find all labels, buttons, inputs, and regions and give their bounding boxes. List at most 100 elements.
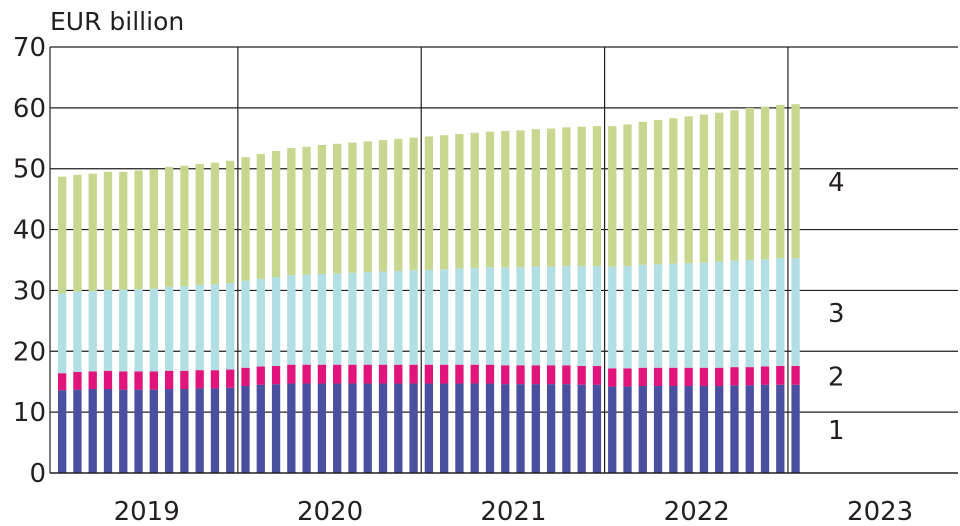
bar-segment-series-4 [302,146,311,275]
bar-segment-series-2 [134,371,143,390]
bar-segment-series-4 [776,104,785,259]
bar-segment-series-4 [210,162,220,285]
bar-segment-series-1 [378,383,388,473]
bar-segment-series-3 [684,263,693,368]
bar-segment-series-1 [440,383,449,473]
y-axis-title: EUR billion [50,7,184,36]
bar-segment-series-2 [302,364,311,384]
bar-segment-series-1 [699,385,709,473]
bar-segment-series-2 [333,364,342,384]
bar-segment-series-4 [103,171,113,290]
bar-segment-series-4 [684,116,693,264]
series-label-1: 1 [828,416,845,446]
bar-segment-series-3 [180,286,189,371]
bar-segment-series-1 [210,388,220,473]
bar-segment-series-3 [546,266,556,366]
y-axis-ticks: 0 10 20 30 40 50 60 70 [13,33,46,489]
bar-segment-series-3 [119,289,128,372]
bar-segment-series-1 [333,383,342,473]
x-tick-label-year: 2021 [480,497,546,526]
bar-segment-series-1 [256,384,265,473]
y-tick-label: 20 [13,337,46,367]
bar-segment-series-4 [501,130,510,268]
bar-segment-series-1 [134,389,143,473]
series-labels: 1 2 3 4 [828,168,845,446]
bar-segment-series-2 [592,365,602,385]
x-tick-label-year: 2020 [297,497,363,526]
bar-segment-series-4 [363,141,372,273]
bars [58,104,800,473]
bar-segment-series-3 [394,270,403,365]
bar-segment-series-4 [195,163,204,285]
x-tick-label-year: 2023 [847,497,913,526]
bar-segment-series-2 [210,370,220,389]
series-label-3: 3 [828,299,845,329]
y-tick-label: 40 [13,216,46,246]
bar-segment-series-1 [241,385,250,473]
bar-segment-series-2 [88,371,97,390]
bar-segment-series-4 [623,124,632,267]
bar-segment-series-2 [531,365,540,385]
y-tick-label: 50 [13,155,46,185]
bar-segment-series-4 [180,165,189,287]
bar-segment-series-2 [623,368,632,387]
bar-segment-series-4 [287,148,296,276]
bar-segment-series-2 [546,365,556,385]
bar-segment-series-3 [760,259,770,367]
bar-segment-series-2 [776,365,785,385]
bar-segment-series-2 [653,367,663,386]
bar-segment-series-3 [210,284,220,371]
bar-segment-series-1 [501,384,510,473]
bar-segment-series-1 [485,383,495,473]
bar-segment-series-2 [638,367,647,386]
bar-segment-series-2 [164,370,174,390]
bar-segment-series-3 [302,274,311,365]
bar-segment-series-4 [638,121,647,265]
bar-segment-series-2 [791,365,800,385]
bar-segment-series-1 [745,385,754,473]
bar-segment-series-2 [119,371,128,390]
bar-segment-series-3 [287,275,296,365]
bar-segment-series-2 [516,365,525,385]
bar-segment-series-3 [485,267,495,365]
bar-segment-series-2 [180,370,189,390]
bar-segment-series-1 [715,385,724,473]
bar-segment-series-3 [653,264,663,368]
bar-segment-series-2 [149,371,158,390]
bar-segment-series-1 [516,384,525,473]
bar-segment-series-4 [455,134,464,269]
bar-segment-series-4 [653,120,663,265]
bar-segment-series-1 [470,383,479,473]
bar-segment-series-2 [562,365,571,385]
bar-segment-series-4 [516,130,525,268]
bar-segment-series-2 [745,367,754,386]
bar-segment-series-3 [424,269,434,365]
bar-segment-series-4 [745,107,754,260]
bar-segment-series-1 [103,389,113,473]
bar-segment-series-1 [592,384,602,473]
bar-segment-series-4 [149,169,158,289]
bar-segment-series-3 [134,289,143,372]
bar-segment-series-4 [424,136,434,270]
bar-segment-series-3 [348,272,357,365]
bar-segment-series-1 [791,384,800,473]
bar-segment-series-2 [195,370,204,389]
bar-segment-series-1 [546,384,556,473]
bar-segment-series-2 [348,364,357,384]
bar-segment-series-2 [577,365,586,385]
series-label-4: 4 [828,168,845,198]
bar-segment-series-1 [271,384,281,473]
bar-segment-series-3 [164,286,174,371]
bar-segment-series-4 [409,137,418,271]
bar-segment-series-4 [58,176,67,294]
bar-segment-series-4 [760,106,770,260]
bar-segment-series-1 [669,385,678,473]
bar-segment-series-2 [485,364,495,384]
bar-segment-series-1 [317,383,327,473]
bar-segment-series-2 [256,366,265,385]
bar-segment-series-3 [378,271,388,365]
bar-segment-series-4 [531,129,540,267]
bar-segment-series-3 [88,291,97,372]
bar-segment-series-2 [455,364,464,384]
